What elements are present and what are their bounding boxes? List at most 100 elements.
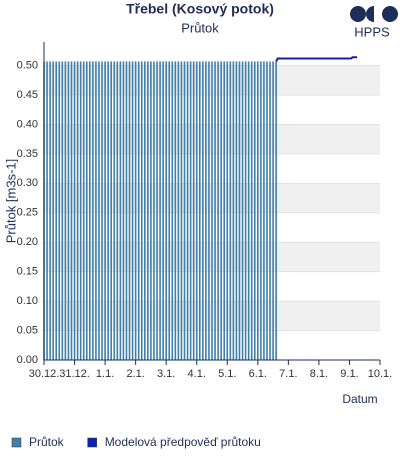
x-tick-label: 7.1. [279, 368, 297, 380]
bar [79, 61, 82, 360]
bar [52, 61, 54, 360]
y-tick-label: 0.20 [17, 236, 38, 248]
bar [250, 61, 253, 360]
y-tick-label: 0.05 [17, 324, 38, 336]
bar [211, 61, 213, 360]
bar [147, 61, 149, 360]
bar [95, 61, 97, 360]
legend-marker [11, 437, 22, 448]
logo-text: HPPS [354, 24, 390, 39]
bar [189, 61, 192, 360]
bar [263, 61, 265, 360]
bar [98, 61, 100, 360]
y-axis-label: Průtok [m3s-1] [3, 159, 18, 244]
y-tick-label: 0.25 [17, 207, 38, 219]
bar [247, 61, 250, 360]
y-tick-label: 0.30 [17, 177, 38, 189]
bar [156, 61, 158, 360]
bar [58, 61, 61, 360]
y-tick-label: 0.00 [17, 354, 38, 366]
bar [208, 61, 210, 360]
x-tick-label: 5.1. [218, 368, 236, 380]
bar [110, 61, 112, 360]
bar [134, 61, 137, 360]
bar [241, 61, 244, 360]
x-tick-label: 8.1. [310, 368, 328, 380]
y-tick-label: 0.50 [17, 59, 38, 71]
bar [220, 61, 222, 360]
bar [131, 61, 134, 360]
bar [165, 61, 167, 360]
bar [122, 61, 125, 360]
bar [266, 61, 268, 360]
bar [180, 61, 183, 360]
y-tick-label: 0.35 [17, 148, 38, 160]
y-tick-label: 0.40 [17, 118, 38, 130]
bar [244, 61, 247, 360]
bar [226, 61, 229, 360]
bar [116, 61, 119, 360]
bar [269, 61, 271, 360]
bar [174, 61, 177, 360]
y-tick-label: 0.45 [17, 89, 38, 101]
line [275, 56, 358, 62]
bar [260, 61, 262, 360]
bar [73, 61, 76, 360]
bar [223, 61, 226, 360]
bar [70, 61, 73, 360]
bar [235, 61, 238, 360]
bar [49, 61, 51, 360]
bar [257, 61, 259, 360]
bar [253, 61, 256, 360]
legend-marker [87, 437, 97, 448]
x-tick-label: 30.12. [29, 368, 60, 380]
bar [61, 61, 64, 360]
bar [229, 61, 232, 360]
bar [89, 61, 91, 360]
bar [202, 61, 204, 360]
bar [82, 61, 85, 360]
chart-subtitle: Průtok [181, 20, 219, 35]
bar [238, 61, 241, 360]
bar [67, 61, 70, 360]
bar [107, 61, 109, 360]
bar [76, 61, 79, 360]
x-tick-label: 9.1. [340, 368, 358, 380]
chart-title: Třebel (Kosový potok) [126, 1, 274, 17]
x-axis-label: Datum [342, 392, 377, 406]
bar [195, 61, 198, 360]
bar [46, 61, 48, 360]
legend-label: Průtok [29, 435, 65, 449]
bar [272, 61, 274, 360]
bar [140, 61, 143, 360]
bar [275, 61, 277, 360]
x-tick-label: 6.1. [249, 368, 267, 380]
bar [104, 61, 106, 360]
bar [217, 61, 219, 360]
bar [153, 61, 155, 360]
bar [113, 61, 116, 360]
x-tick-label: 4.1. [188, 368, 206, 380]
bar [168, 61, 171, 360]
x-tick-label: 3.1. [157, 368, 175, 380]
legend-label: Modelová předpověď průtoku [105, 435, 261, 449]
bar [119, 61, 122, 360]
bar [198, 61, 201, 360]
y-tick-label: 0.10 [17, 295, 38, 307]
bar [92, 61, 94, 360]
logo: HPPS [350, 6, 398, 39]
bar [144, 61, 146, 360]
bar [192, 61, 195, 360]
bar [137, 61, 140, 360]
bar [64, 61, 67, 360]
bar [85, 61, 88, 360]
bar [150, 61, 152, 360]
bar [125, 61, 128, 360]
bar [159, 61, 161, 360]
bar [183, 61, 186, 360]
bar [232, 61, 235, 360]
bar [162, 61, 164, 360]
y-tick-label: 0.15 [17, 266, 38, 278]
x-tick-label: 31.12. [59, 368, 90, 380]
